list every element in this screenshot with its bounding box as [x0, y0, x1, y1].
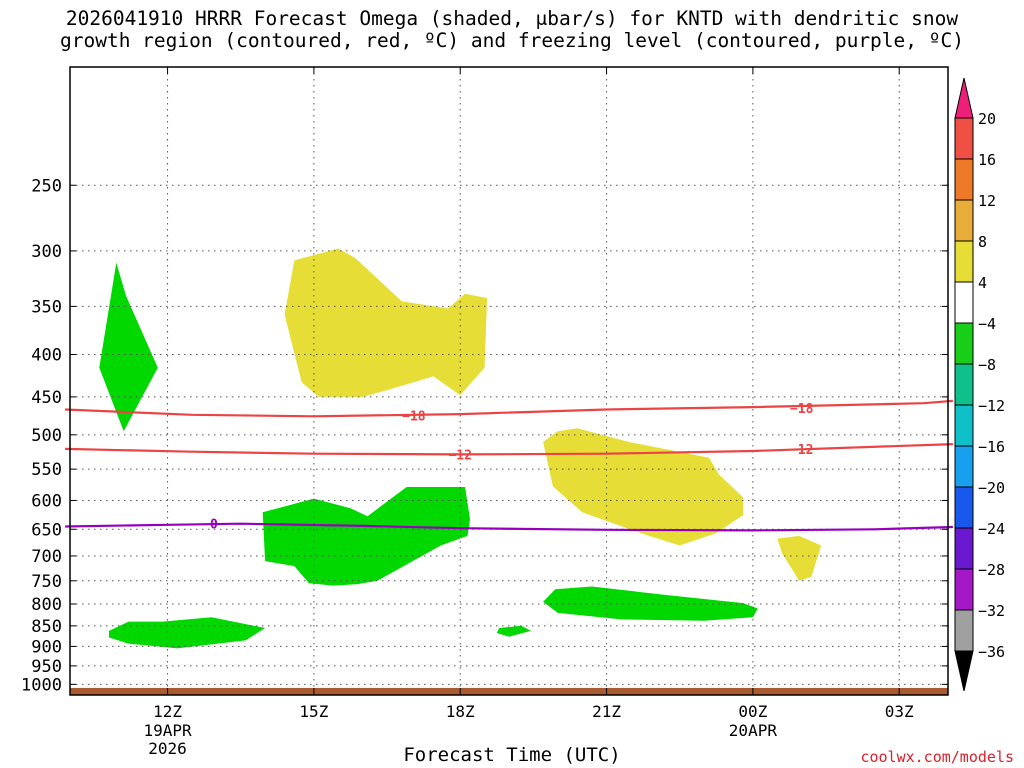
- omega-region-4: [543, 586, 758, 621]
- colorbar-swatch-11: [954, 568, 974, 611]
- colorbar-swatch-9: [954, 486, 974, 529]
- x-tick-label-03Z: 03Z: [885, 702, 914, 721]
- colorbar-label-1: 16: [978, 151, 996, 169]
- colorbar-swatch-0: [954, 117, 974, 160]
- y-tick-label-800: 800: [31, 595, 62, 615]
- x-tick-sublabel-00Z-0: 20APR: [729, 721, 778, 740]
- terrain-layer: [70, 687, 948, 695]
- credit-link[interactable]: coolwx.com/models: [860, 748, 1014, 766]
- colorbar-swatch-4: [954, 281, 974, 324]
- x-axis-label: Forecast Time (UTC): [403, 744, 621, 766]
- y-tick-label-500: 500: [31, 426, 62, 446]
- omega-region-7: [777, 535, 822, 581]
- terrain-band: [70, 687, 948, 695]
- colorbar-label-6: −8: [978, 356, 996, 374]
- y-tick-label-1000: 1000: [21, 675, 62, 695]
- y-tick-label-250: 250: [31, 176, 62, 196]
- colorbar-swatch-7: [954, 404, 974, 447]
- contour-line-1: [65, 443, 953, 456]
- colorbar-label-10: −24: [978, 520, 1005, 538]
- colorbar-swatch-6: [954, 363, 974, 406]
- colorbar-swatch-2: [954, 199, 974, 242]
- y-tick-label-900: 900: [31, 637, 62, 657]
- colorbar-swatch-8: [954, 445, 974, 488]
- colorbar-label-12: −32: [978, 602, 1005, 620]
- chart-title: 2026041910 HRRR Forecast Omega (shaded, …: [0, 8, 1024, 52]
- colorbar-label-11: −28: [978, 561, 1005, 579]
- contour-label-1-1: −12: [790, 443, 813, 458]
- contour-label-0-0: −18: [402, 410, 426, 425]
- chart-title-line-2: growth region (contoured, red, ºC) and f…: [60, 29, 964, 52]
- contour-label-2-0: 0: [210, 518, 218, 533]
- y-tick-label-550: 550: [31, 460, 62, 480]
- y-tick-label-300: 300: [31, 242, 62, 262]
- colorbar-swatch-12: [954, 609, 974, 652]
- y-tick-label-750: 750: [31, 572, 62, 592]
- omega-colorbar: 20 16 12 8 4 −4 −8 −12 −16 −20 −24 −28 −32 −36: [954, 77, 1005, 692]
- y-tick-label-650: 650: [31, 520, 62, 540]
- y-tick-label-400: 400: [31, 345, 62, 365]
- colorbar-swatch-3: [954, 240, 974, 283]
- omega-region-3: [496, 625, 531, 637]
- x-tick-label-15Z: 15Z: [299, 702, 328, 721]
- contour-label-0-1: −18: [790, 402, 814, 417]
- colorbar-label-3: 8: [978, 233, 987, 251]
- y-tick-label-450: 450: [31, 388, 62, 408]
- chart-title-line-1: 2026041910 HRRR Forecast Omega (shaded, …: [65, 7, 959, 30]
- y-tick-label-350: 350: [31, 297, 62, 317]
- contour-line-0: [65, 399, 953, 418]
- x-tick-label-21Z: 21Z: [592, 702, 621, 721]
- colorbar-label-2: 12: [978, 192, 996, 210]
- x-tick-label-18Z: 18Z: [446, 702, 475, 721]
- contour-line-2: [65, 522, 953, 532]
- colorbar-label-9: −20: [978, 479, 1005, 497]
- y-axis: 2503003504004505005506006507007508008509…: [21, 176, 948, 695]
- colorbar-arrow-top: [954, 77, 974, 119]
- colorbar-swatch-10: [954, 527, 974, 570]
- colorbar-label-5: −4: [978, 315, 996, 333]
- x-tick-sublabel-12Z-0: 19APR: [143, 721, 192, 740]
- x-tick-label-00Z: 00Z: [738, 702, 767, 721]
- y-tick-label-850: 850: [31, 617, 62, 637]
- y-tick-label-600: 600: [31, 491, 62, 511]
- contour-label-1-0: −12: [448, 448, 471, 463]
- contour-layer: −18 −18 −12 −12 0: [65, 399, 953, 533]
- omega-region-0: [99, 262, 158, 432]
- omega-region-6: [543, 428, 744, 546]
- colorbar-label-7: −12: [978, 397, 1005, 415]
- colorbar-swatch-5: [954, 322, 974, 365]
- colorbar-arrow-bottom: [954, 650, 974, 692]
- x-tick-sublabel-12Z-1: 2026: [148, 739, 187, 758]
- colorbar-swatch-1: [954, 158, 974, 201]
- plot-frame: [69, 66, 949, 696]
- colorbar-label-4: 4: [978, 274, 987, 292]
- colorbar-label-0: 20: [978, 110, 996, 128]
- x-tick-label-12Z: 12Z: [153, 702, 182, 721]
- omega-shading-layer: [99, 248, 822, 649]
- omega-region-2: [262, 487, 470, 586]
- y-tick-label-950: 950: [31, 657, 62, 677]
- y-tick-label-700: 700: [31, 547, 62, 567]
- colorbar-label-13: −36: [978, 643, 1005, 661]
- grid-layer: [70, 67, 948, 695]
- omega-region-1: [109, 617, 266, 649]
- colorbar-label-8: −16: [978, 438, 1005, 456]
- omega-region-5: [284, 248, 488, 397]
